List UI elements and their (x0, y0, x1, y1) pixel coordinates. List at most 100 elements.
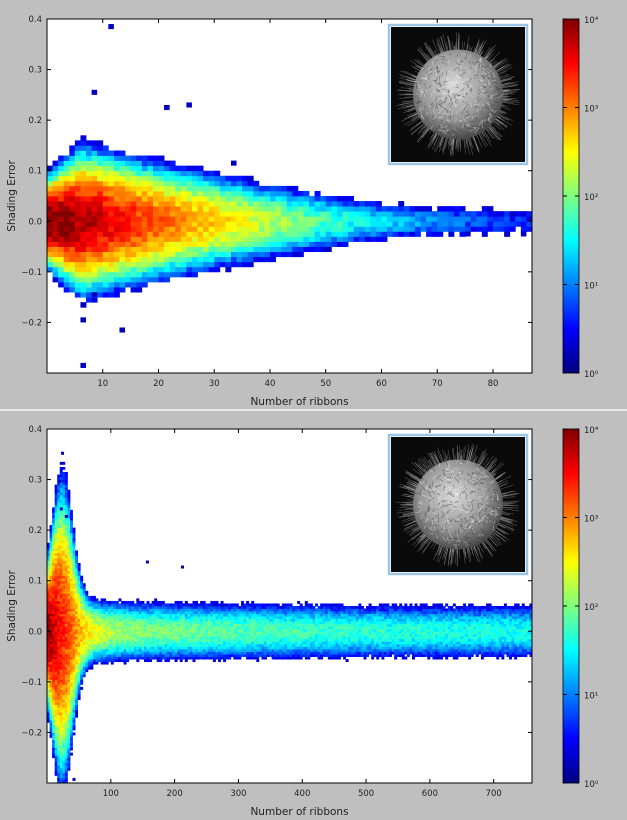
heatmap-cell (54, 740, 58, 743)
heatmap-cell (195, 628, 198, 632)
heatmap-cell (261, 638, 265, 642)
heatmap-cell (172, 654, 176, 657)
heatmap-cell (62, 603, 66, 607)
heatmap-cell (62, 590, 66, 594)
heatmap-cell (47, 266, 53, 273)
heatmap-cell (215, 643, 219, 647)
heatmap-cell (57, 565, 61, 569)
heatmap-cell (47, 221, 53, 227)
heatmap-cell (67, 598, 71, 602)
heatmap-cell (223, 656, 227, 660)
heatmap-cell (67, 633, 71, 637)
heatmap-cell (64, 535, 68, 539)
heatmap-cell (304, 648, 308, 652)
heatmap-cell (230, 211, 237, 217)
heatmap-cell (128, 616, 132, 620)
heatmap-cell (95, 651, 99, 655)
heatmap-cell (297, 201, 304, 207)
heatmap-cell (172, 618, 176, 622)
heatmap-cell (152, 241, 159, 247)
heatmap-cell (108, 608, 112, 612)
heatmap-cell (86, 292, 92, 298)
heatmap-cell (52, 618, 56, 622)
heatmap-cell (59, 772, 63, 776)
heatmap-cell (57, 750, 61, 754)
heatmap-cell (57, 484, 61, 488)
heatmap-cell (182, 618, 186, 622)
heatmap-cell (100, 606, 104, 609)
heatmap-cell (169, 246, 176, 253)
heatmap-cell (69, 623, 73, 627)
heatmap-cell (146, 603, 150, 607)
heatmap-cell (128, 603, 132, 607)
heatmap-cell (54, 527, 58, 531)
heatmap-cell (75, 598, 79, 602)
heatmap-cell (263, 623, 267, 627)
heatmap-cell (158, 266, 165, 273)
heatmap-cell (90, 651, 94, 655)
heatmap-cell (75, 550, 79, 554)
heatmap-cell (103, 608, 107, 612)
heatmap-cell (453, 211, 460, 217)
heatmap-cell (80, 664, 84, 668)
heatmap-cell (284, 623, 288, 627)
heatmap-cell (59, 583, 63, 587)
heatmap-cell (292, 201, 299, 207)
heatmap-cell (235, 646, 239, 650)
heatmap-cell (169, 185, 176, 192)
heatmap-cell (292, 241, 299, 247)
heatmap-cell (154, 633, 158, 637)
heatmap-cell (54, 595, 58, 599)
heatmap-cell (218, 659, 221, 663)
heatmap-cell (75, 613, 79, 617)
heatmap-cell (86, 276, 92, 283)
heatmap-cell (75, 585, 79, 589)
heatmap-cell (258, 246, 265, 253)
heatmap-cell (54, 532, 58, 536)
heatmap-cell (228, 643, 232, 647)
heatmap-cell (80, 231, 87, 237)
heatmap-cell (264, 196, 271, 202)
heatmap-cell (118, 603, 122, 607)
heatmap-cell (158, 190, 165, 197)
heatmap-cell (317, 626, 321, 630)
heatmap-cell (370, 201, 377, 207)
heatmap-cell (184, 628, 188, 632)
heatmap-cell (304, 636, 308, 640)
heatmap-cell (98, 616, 101, 620)
heatmap-cell (246, 603, 250, 607)
heatmap-cell (353, 201, 360, 207)
heatmap-cell (256, 616, 260, 620)
heatmap-cell (63, 221, 70, 227)
heatmap-cell (225, 201, 232, 207)
heatmap-cell (131, 606, 135, 609)
heatmap-cell (271, 628, 275, 632)
heatmap-cell (166, 648, 170, 652)
heatmap-cell (69, 246, 76, 253)
heatmap-cell (246, 613, 250, 617)
heatmap-cell (197, 623, 201, 627)
heatmap-cell (59, 704, 63, 708)
heatmap-cell (62, 724, 66, 728)
heatmap-cell (91, 297, 98, 303)
heatmap-cell (54, 492, 58, 496)
heatmap-cell (186, 256, 193, 263)
heatmap-cell (85, 611, 89, 614)
heatmap-cell (261, 648, 265, 652)
heatmap-cell (133, 654, 137, 657)
heatmap-cell (151, 603, 155, 607)
heatmap-cell (189, 621, 193, 625)
heatmap-cell (62, 588, 66, 592)
heatmap-cell (292, 646, 295, 650)
heatmap-cell (247, 246, 254, 253)
heatmap-cell (241, 613, 244, 617)
heatmap-cell (64, 573, 68, 577)
heatmap-cell (95, 618, 99, 622)
heatmap-cell (233, 633, 237, 637)
heatmap-cell (191, 196, 198, 202)
heatmap-cell (72, 724, 76, 728)
heatmap-cell (276, 638, 280, 642)
heatmap-cell (325, 201, 332, 207)
heatmap-cell (47, 555, 50, 559)
heatmap-cell (398, 211, 405, 217)
